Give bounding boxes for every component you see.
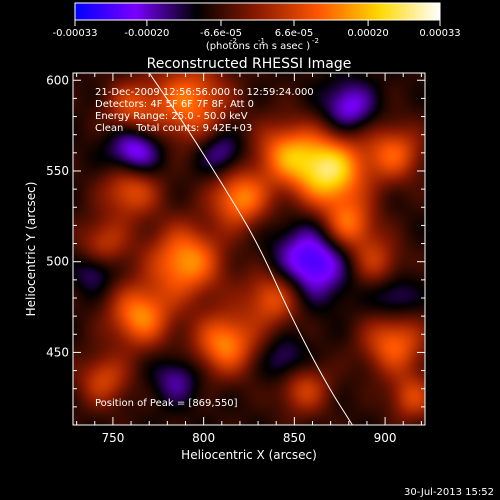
annotation-block: 21-Dec-2009 12:56:56.000 to 12:59:24.000… <box>95 87 314 134</box>
colorbar-tick-label: -0.00033 <box>53 28 98 39</box>
y-tick-label: 600 <box>46 73 69 87</box>
y-tick-label: 500 <box>46 255 69 269</box>
colorbar-unit-exp-asec: -2 <box>312 37 319 45</box>
y-tick-label: 450 <box>46 345 69 359</box>
colorbar: -0.00033 -0.00020 -6.6e-05 6.6e-05 0.00020 0.… <box>53 2 461 52</box>
y-axis-label: Heliocentric Y (arcsec) <box>24 182 38 317</box>
chart-title: Reconstructed RHESSI Image <box>147 56 352 72</box>
x-tick-label: 800 <box>192 431 215 445</box>
colorbar-tick-label: 0.00033 <box>419 28 460 39</box>
solar-limb-curve <box>148 73 353 425</box>
peak-position-label: Position of Peak = [869,550] <box>95 398 238 409</box>
plot-area: 750 800 850 900 450 500 550 600 <box>46 72 426 445</box>
colorbar-gradient <box>74 2 441 21</box>
colorbar-tick-label: 6.6e-05 <box>275 28 313 39</box>
colorbar-tick-label: -0.00020 <box>124 28 169 39</box>
annotation-energy-range: Energy Range: 25.0 - 50.0 keV <box>95 111 248 122</box>
plot-frame <box>72 72 426 426</box>
x-axis-label: Heliocentric X (arcsec) <box>181 448 317 462</box>
colorbar-unit: (photons cm s asec ) <box>206 41 310 52</box>
annotation-clean-counts: Clean Total counts: 9.42E+03 <box>95 123 252 134</box>
heatmap-image <box>73 73 425 425</box>
colorbar-unit-exp-s: -1 <box>258 37 265 45</box>
colorbar-tick-label: 0.00020 <box>347 28 388 39</box>
axis-ticks: 750 800 850 900 450 500 550 600 <box>46 73 425 445</box>
colorbar-unit-exp-cm: -2 <box>230 37 237 45</box>
annotation-time-range: 21-Dec-2009 12:56:56.000 to 12:59:24.000 <box>95 87 314 98</box>
x-tick-label: 850 <box>283 431 306 445</box>
x-tick-label: 900 <box>374 431 397 445</box>
annotation-detectors: Detectors: 4F 5F 6F 7F 8F, Att 0 <box>95 99 254 110</box>
y-tick-label: 550 <box>46 164 69 178</box>
colorbar-ticks: -0.00033 -0.00020 -6.6e-05 6.6e-05 0.00020 0.… <box>53 20 461 39</box>
footer-date: 30-Jul-2013 15:52 <box>404 487 494 498</box>
colorbar-tick-label: -6.6e-05 <box>200 28 242 39</box>
x-tick-label: 750 <box>101 431 124 445</box>
